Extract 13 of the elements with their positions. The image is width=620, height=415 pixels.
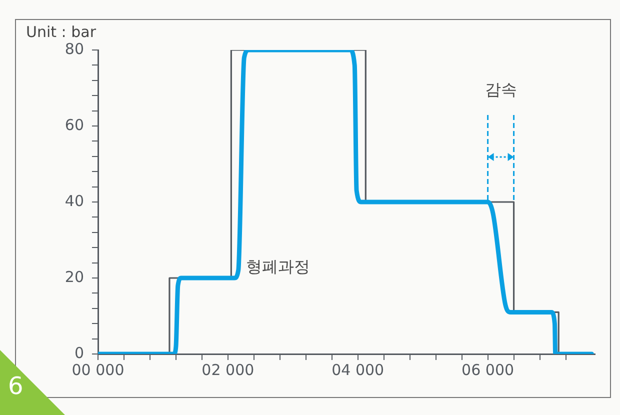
text: 6 — [8, 372, 24, 400]
y-tick-label: 0 — [74, 344, 84, 362]
x-tick-label: 04 000 — [332, 360, 384, 379]
y-tick-label: 60 — [64, 116, 84, 134]
x-tick-label: 06 000 — [462, 360, 514, 379]
y-tick-label: 40 — [64, 192, 84, 210]
annotation: 형폐과정 — [246, 257, 310, 278]
y-tick-label: 20 — [64, 268, 84, 286]
y-tick-label: 80 — [64, 40, 84, 58]
y-axis-title: Unit : bar — [26, 22, 97, 41]
x-tick-label: 00 000 — [72, 360, 124, 379]
annotation: 감속 — [484, 80, 517, 100]
x-tick-label: 02 000 — [202, 360, 254, 379]
